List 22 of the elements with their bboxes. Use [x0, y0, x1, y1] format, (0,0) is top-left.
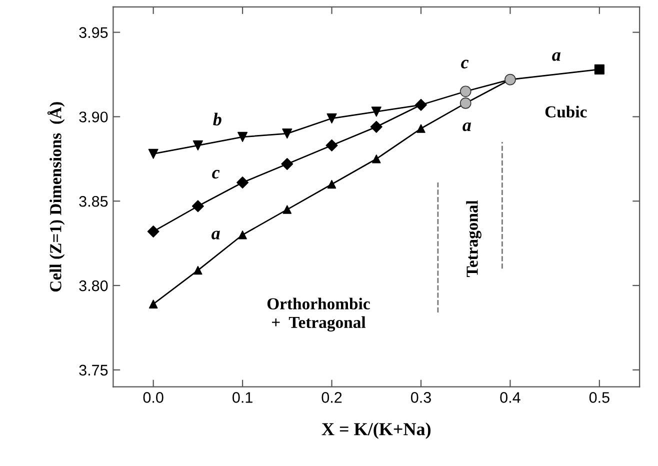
annotation: Orthorhombic + Tetragonal [267, 298, 370, 332]
x-tick-label: 0.3 [410, 392, 431, 403]
y-tick-label: 3.80 [79, 280, 108, 292]
y-tick-label: 3.85 [79, 196, 108, 207]
y-tick-label: 3.95 [79, 27, 108, 38]
y-tick-label: 3.90 [79, 112, 108, 122]
annotation: b [213, 112, 222, 126]
x-tick-label: 0.4 [500, 392, 520, 403]
annotation: a [462, 122, 471, 132]
x-tick-label: 0.1 [232, 392, 252, 403]
annotation: a [552, 52, 560, 61]
x-tick-label: 0.5 [589, 392, 610, 403]
annotation: c [212, 170, 220, 179]
annotation: a [212, 230, 220, 240]
annotation: Tetragonal [466, 200, 482, 277]
x-tick-label: 0.2 [322, 392, 342, 403]
y-tick-label: 3.75 [79, 364, 108, 376]
x-axis-title: X = K/(K+Na) [322, 422, 431, 439]
y-axis-title: Cell (Z=1) Dimensions (Å) [47, 102, 65, 292]
annotation: c [461, 60, 469, 68]
annotation: Cubic [545, 106, 587, 118]
x-tick-label: 0.0 [143, 392, 164, 403]
